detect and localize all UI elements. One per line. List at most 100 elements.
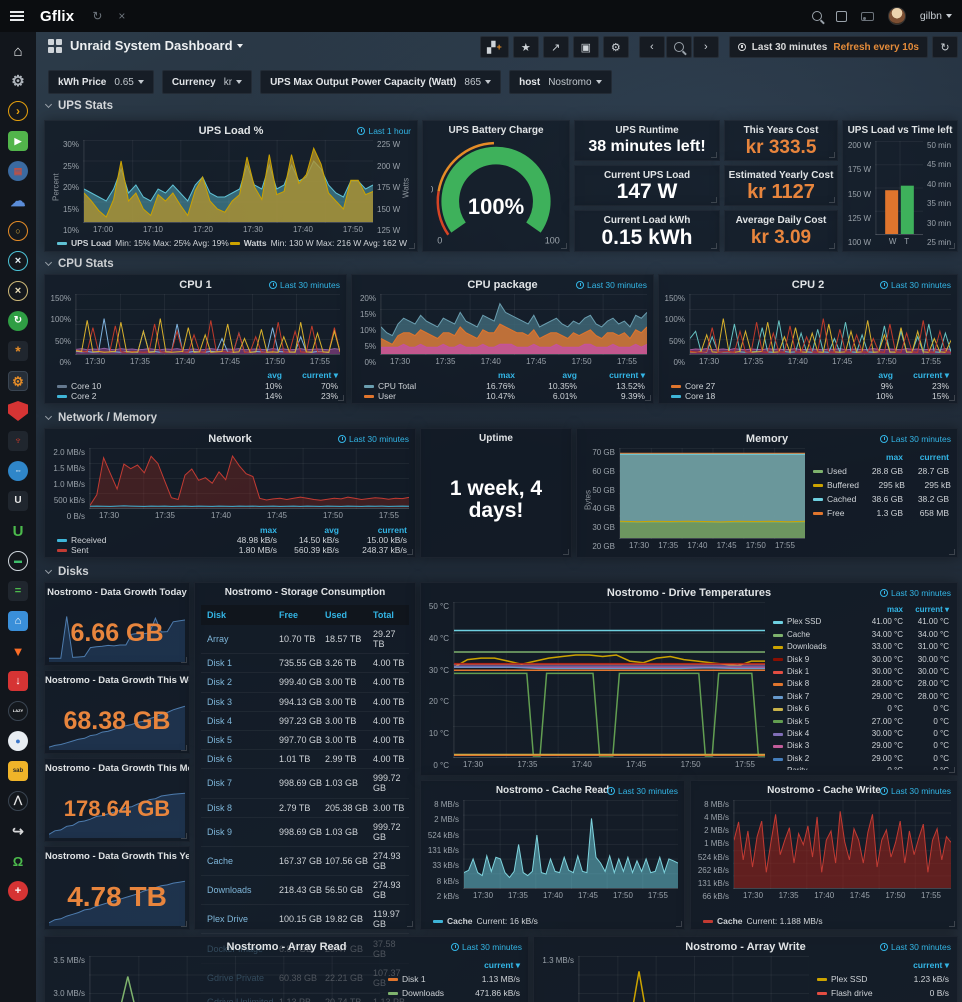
time-range-badge[interactable]: Last 30 minutes [879,942,951,952]
legend-row[interactable]: Buffered 295 kB 295 kB [813,478,951,492]
hamburger-menu-icon[interactable] [0,15,34,17]
legend-row[interactable]: Plex SSD 1.23 kB/s [817,972,949,986]
sidebar-app-icon[interactable]: ⚙ [8,371,28,391]
legend-row[interactable]: Cache 34.00 °C 34.00 °C [773,629,949,641]
save-button[interactable]: ▣ [572,36,599,58]
legend-row[interactable]: Downloads 33.00 °C 31.00 °C [773,641,949,653]
panel-title[interactable]: CPU package [467,279,538,291]
time-range-badge[interactable]: Last 1 hour [357,126,411,136]
legend-row[interactable]: Flash drive 0 B/s [817,986,949,1000]
time-back-button[interactable]: ‹ [638,36,665,58]
panel-title[interactable]: Current Load kWh [603,215,691,226]
panel-title[interactable]: Nostromo - Array Read [226,941,347,953]
sidebar-app-icon[interactable]: › [8,101,28,121]
legend-row[interactable]: Free 1.3 GB 658 MB [813,506,949,520]
legend-row[interactable]: Used 28.8 GB 28.7 GB [813,464,949,478]
panel-title[interactable]: Nostromo - Data Growth Today [47,587,187,598]
fullscreen-icon[interactable] [835,10,847,22]
legend-row[interactable]: Core 2 14% 23% [57,391,338,401]
sidebar-app-icon[interactable]: U [8,491,28,511]
section-disks[interactable]: Disks [44,566,89,578]
time-range-picker[interactable]: Last 30 minutes Refresh every 10s [728,36,928,58]
panel-title[interactable]: Network [208,433,252,445]
variable-dropdown[interactable]: kWh Price 0.65 [48,70,154,94]
time-range-badge[interactable]: Last 30 minutes [268,280,340,290]
sidebar-app-icon[interactable]: Ω [12,853,24,869]
panel-title[interactable]: CPU 2 [791,279,825,291]
zoom-out-button[interactable] [665,36,692,58]
panel-title[interactable]: Nostromo - Data Growth This Month [45,763,189,774]
panel-title[interactable]: Nostromo - Cache Read [495,785,610,796]
panel-title[interactable]: Estimated Yearly Cost [728,170,834,181]
column-header[interactable]: Free [279,610,299,620]
user-menu[interactable]: gilbn [920,10,952,22]
panel-title[interactable]: Nostromo - Drive Temperatures [606,587,772,599]
column-header[interactable]: Total [373,610,394,620]
variable-dropdown[interactable]: UPS Max Output Power Capacity (Watt) 865 [260,70,502,94]
legend-row[interactable]: Disk 2 29.00 °C 0 °C [773,753,949,765]
legend-row[interactable]: Disk 5 27.00 °C 0 °C [773,716,949,728]
panel-title[interactable]: Current UPS Load [603,170,691,181]
add-panel-button[interactable]: ▞ + [480,36,509,58]
sidebar-app-icon[interactable]: ♆ [8,431,28,451]
panel-title[interactable]: CPU 1 [179,279,212,291]
close-icon[interactable]: × [118,9,126,23]
time-range-badge[interactable]: Last 30 minutes [575,280,647,290]
time-forward-button[interactable]: › [692,36,719,58]
panel-title[interactable]: Nostromo - Array Write [685,941,806,953]
sidebar-app-icon[interactable]: ○ [8,221,28,241]
time-range-badge[interactable]: Last 30 minutes [879,588,951,598]
panel-title[interactable]: Nostromo - Data Growth This Year [45,851,189,862]
sidebar-app-icon[interactable]: ⌂ [8,611,28,631]
legend-row[interactable]: Core 10 10% 70% [57,381,338,391]
sidebar-app-icon[interactable]: sab [8,761,28,781]
sidebar-app-icon[interactable]: ☁ [10,192,26,210]
panel-title[interactable]: Memory [745,433,789,445]
legend-row[interactable]: Parity 0 °C0 °C [773,765,949,770]
legend-item[interactable]: Cache Current: 16 kB/s [433,916,538,926]
legend-row[interactable]: User 10.47% 6.01% 9.39% [364,391,645,401]
panel-title[interactable]: Nostromo - Cache Write [767,785,881,796]
sidebar-app-icon[interactable]: * [8,341,28,361]
legend-row[interactable]: Disk 4 30.00 °C 0 °C [773,728,949,740]
panel-title[interactable]: Average Daily Cost [735,215,827,226]
sidebar-app-icon[interactable]: × [8,251,28,271]
sidebar-app-icon[interactable]: ↓ [8,671,28,691]
legend-row[interactable]: Downloads 471.86 kB/s [388,986,520,1000]
time-range-badge[interactable]: Last 30 minutes [879,280,951,290]
star-button[interactable]: ★ [512,36,539,58]
legend-item[interactable]: Cache Current: 1.188 MB/s [703,916,823,926]
legend-row[interactable]: Core 27 9% 23% [671,381,949,391]
sidebar-app-icon[interactable]: ⋀ [8,791,28,811]
dashboard-header[interactable]: Unraid System Dashboard [48,38,243,53]
panel-title[interactable]: UPS Battery Charge [448,125,544,136]
sidebar-app-icon[interactable]: ▼ [11,643,25,659]
panel-title[interactable]: UPS Load % [198,125,264,137]
sidebar-app-icon[interactable]: LAZY [8,701,28,721]
search-icon[interactable] [811,11,822,21]
panel-title[interactable]: Nostromo - Storage Consumption [224,587,386,598]
sidebar-app-icon[interactable]: ↪ [12,823,24,839]
section-ups-stats[interactable]: UPS Stats [44,100,113,112]
legend-row[interactable]: Disk 1 1.13 MB/s [388,972,520,986]
column-header[interactable]: Disk [207,610,227,620]
variable-dropdown[interactable]: Currency kr [161,70,253,94]
legend-row[interactable]: Disk 6 0 °C 0 °C [773,703,949,715]
legend-row[interactable]: Sent 1.80 MB/s 560.39 kB/s 248.37 kB/s [57,545,407,555]
legend-row[interactable]: CPU Total 16.76% 10.35% 13.52% [364,381,645,391]
variable-dropdown[interactable]: host Nostromo [509,70,612,94]
time-range-badge[interactable]: Last 30 minutes [450,942,522,952]
legend-row[interactable]: Cached 38.6 GB 38.2 GB [813,492,949,506]
sidebar-app-icon[interactable]: ⌂ [13,42,23,60]
legend-row[interactable]: Disk 9 30.00 °C 30.00 °C [773,654,949,666]
legend-row[interactable]: Disk 8 28.00 °C 28.00 °C [773,678,949,690]
refresh-button[interactable]: ↻ [932,36,958,58]
cast-icon[interactable] [860,11,874,21]
legend-item[interactable]: Watts Min: 130 W Max: 216 W Avg: 162 W [229,238,407,248]
section-network-memory[interactable]: Network / Memory [44,412,157,424]
sidebar-app-icon[interactable]: ↻ [8,311,28,331]
panel-title[interactable]: UPS Load vs Time left [847,125,953,136]
panel-title[interactable]: Uptime [479,433,513,444]
legend-row[interactable]: Disk 7 29.00 °C 28.00 °C [773,691,949,703]
legend-row[interactable]: Disk 3 29.00 °C 0 °C [773,740,949,752]
